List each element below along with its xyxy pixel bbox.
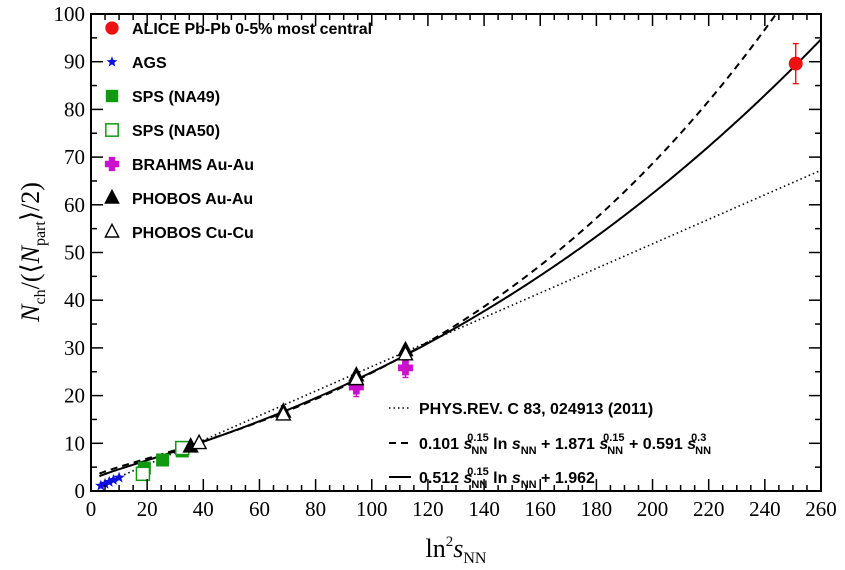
x-tick-label: 220 [693, 497, 725, 521]
y-axis-title: Nch/(⟨Npart⟩/2) [16, 182, 49, 323]
x-tick-label: 140 [468, 497, 500, 521]
y-tick-label: 0 [75, 479, 86, 503]
legend-label-4: BRAHMS Au-Au [132, 157, 254, 174]
y-tick-label: 80 [64, 97, 85, 121]
legend-label-1: AGS [132, 55, 167, 72]
data-point-series-3 [136, 467, 149, 480]
x-tick-label: 100 [356, 497, 388, 521]
y-tick-label: 50 [64, 241, 85, 265]
legend-label-5: PHOBOS Au-Au [132, 191, 253, 208]
x-tick-label: 40 [193, 497, 214, 521]
x-tick-label: 200 [637, 497, 669, 521]
data-point-series-4 [398, 360, 413, 375]
x-tick-label: 0 [86, 497, 97, 521]
legend-marker-0 [106, 22, 118, 34]
data-point-series-2 [156, 453, 169, 466]
x-axis-title: ln2sNN [426, 534, 487, 567]
y-tick-label: 90 [64, 50, 85, 74]
plot-frame [91, 14, 821, 491]
x-tick-label: 260 [805, 497, 837, 521]
data-point-series-0 [789, 57, 802, 70]
legend-label-6: PHOBOS Cu-Cu [132, 225, 254, 242]
x-tick-label: 20 [137, 497, 158, 521]
legend-marker-6 [105, 224, 118, 237]
y-tick-label: 40 [64, 288, 85, 312]
data-points [95, 44, 802, 491]
legend-marker-3 [106, 124, 118, 136]
x-tick-label: 240 [749, 497, 781, 521]
legend-marker-2 [106, 90, 118, 102]
x-tick-label: 120 [412, 497, 444, 521]
y-tick-label: 100 [54, 2, 86, 26]
y-tick-label: 60 [64, 193, 85, 217]
legend-label-2: SPS (NA49) [132, 89, 220, 106]
fit-label-dashed: 0.101 sNN0.15 ln sNN + 1.871 sNN0.15 + 0… [419, 432, 711, 457]
x-tick-label: 160 [524, 497, 556, 521]
y-tick-label: 70 [64, 145, 85, 169]
y-tick-label: 10 [64, 431, 85, 455]
x-tick-label: 80 [305, 497, 326, 521]
axes [91, 14, 821, 491]
y-tick-label: 20 [64, 384, 85, 408]
legend-label-3: SPS (NA50) [132, 123, 220, 140]
legend-label-0: ALICE Pb-Pb 0-5% most central [132, 21, 372, 38]
x-tick-label: 60 [249, 497, 270, 521]
legend: ALICE Pb-Pb 0-5% most central AGS SPS (NA4… [105, 21, 372, 242]
y-tick-label: 30 [64, 336, 85, 360]
legend-marker-1 [107, 56, 118, 66]
fit-label-dotted: PHYS.REV. C 83, 024913 (2011) [419, 401, 653, 418]
legend-marker-5 [105, 190, 118, 203]
x-tick-label: 180 [581, 497, 613, 521]
legend-marker-4 [105, 157, 119, 171]
